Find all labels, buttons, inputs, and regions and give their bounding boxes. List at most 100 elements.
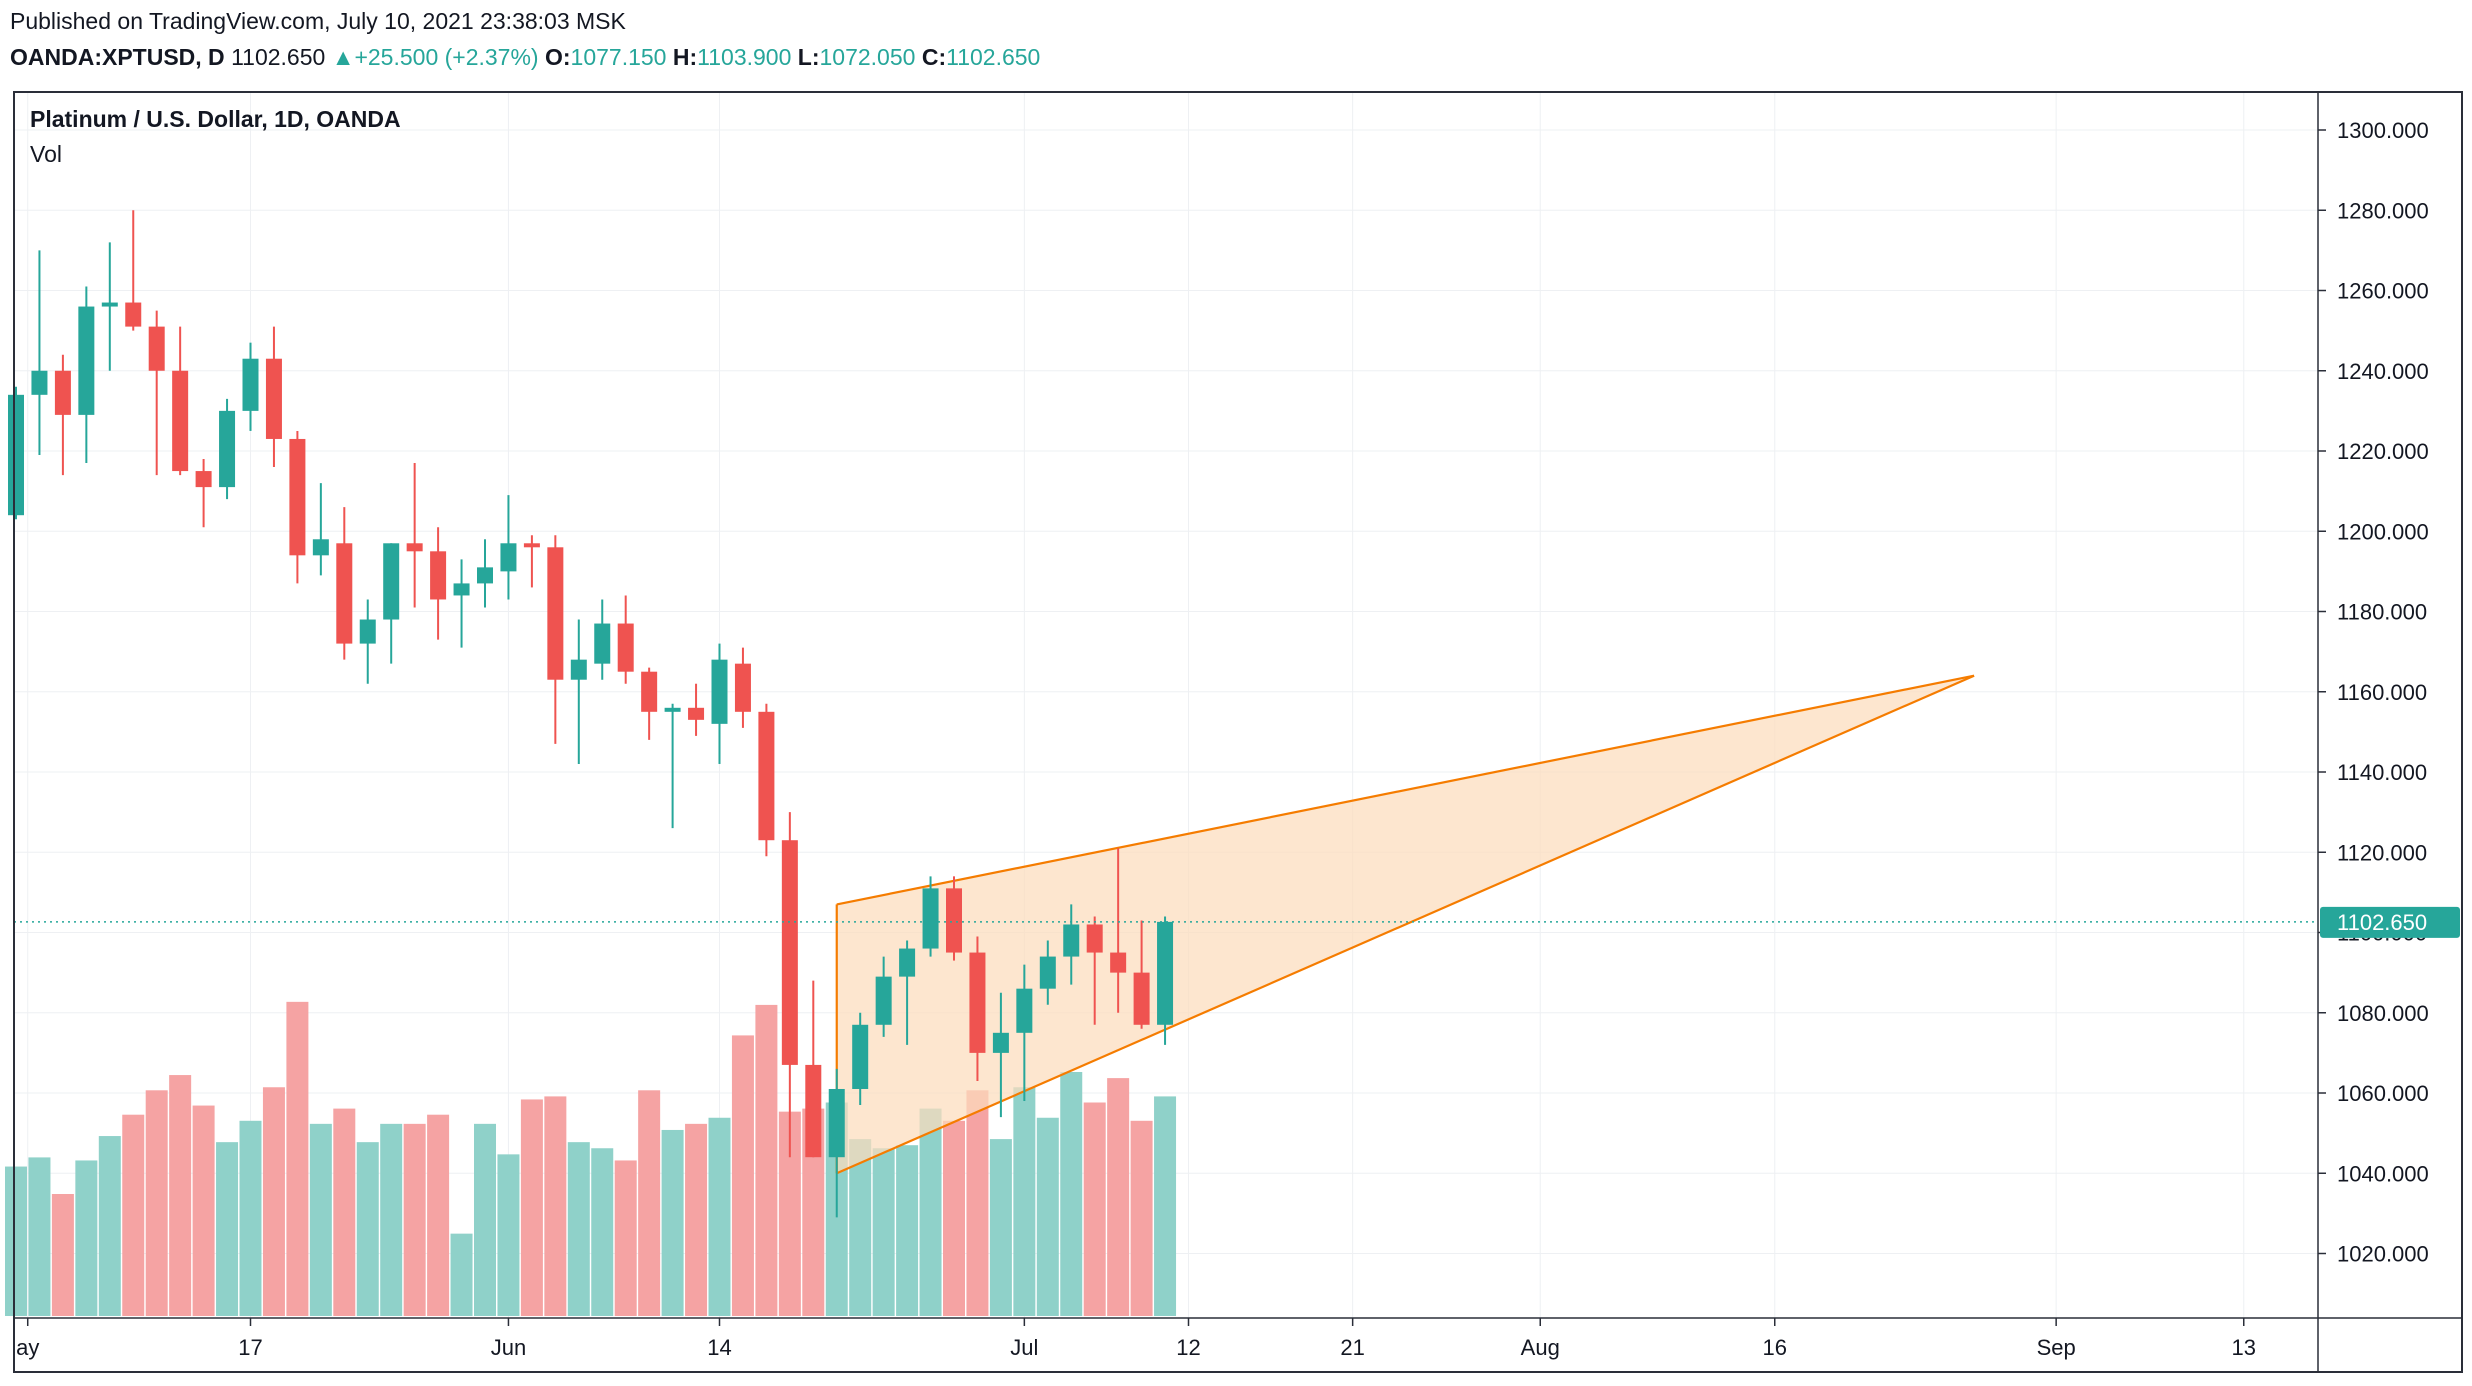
volume-bar: [1130, 1120, 1153, 1316]
candle-body: [1110, 952, 1127, 973]
volume-bar: [122, 1114, 145, 1316]
volume-bar: [1083, 1102, 1106, 1316]
volume-bar: [145, 1090, 168, 1316]
candle-body: [195, 471, 212, 488]
last-price-tag-label: 1102.650: [2337, 910, 2427, 935]
volume-bar: [403, 1123, 426, 1316]
volume-bar: [614, 1160, 637, 1316]
candle-body: [312, 539, 329, 556]
volume-bars: [5, 1001, 1177, 1316]
candle-body: [1133, 972, 1150, 1025]
close-value: 1102.650: [946, 44, 1041, 70]
volume-bar: [497, 1154, 520, 1316]
volume-bar: [567, 1142, 590, 1316]
chart-title: Platinum / U.S. Dollar, 1D, OANDA: [30, 106, 401, 132]
price-tick-label: 1020.000: [2337, 1242, 2429, 1267]
candle-body: [31, 370, 48, 395]
price-tick-label: 1300.000: [2337, 118, 2429, 143]
volume-indicator-label: Vol: [30, 141, 62, 167]
volume-bar: [872, 1148, 895, 1316]
outer-border: [13, 91, 2463, 1373]
volume-bar: [544, 1096, 567, 1316]
volume-bar: [309, 1123, 332, 1316]
price-change: +25.500 (+2.37%): [354, 44, 539, 70]
candle-body: [289, 438, 306, 556]
volume-bar: [1060, 1072, 1083, 1316]
last-price-tag: [2320, 906, 2460, 938]
candle-body: [523, 543, 540, 548]
volume-bar: [427, 1114, 450, 1316]
volume-bar: [708, 1117, 731, 1316]
low-value: 1072.050: [819, 44, 916, 70]
volume-bar: [450, 1233, 473, 1316]
time-tick-label: 21: [1340, 1335, 1364, 1360]
candle-body: [477, 567, 493, 584]
candles: [8, 210, 1174, 1218]
candle-body: [875, 976, 892, 1025]
volume-bar: [685, 1123, 708, 1316]
price-axis[interactable]: 1020.0001040.0001060.0001080.0001100.000…: [2318, 118, 2460, 1267]
candle-body: [734, 663, 751, 712]
candle-body: [1086, 924, 1103, 953]
volume-bar: [333, 1108, 356, 1316]
volume-bar: [943, 1120, 965, 1316]
candle-body: [1016, 988, 1033, 1033]
price-tick-label: 1040.000: [2337, 1161, 2429, 1186]
candle-body: [1063, 924, 1080, 957]
high-label: H:: [672, 44, 698, 70]
candle-body: [172, 370, 189, 472]
candle-body: [219, 410, 236, 488]
rising-wedge-drawing[interactable]: [835, 674, 1975, 1175]
volume-bar: [216, 1142, 239, 1316]
symbol-ohlc-line: OANDA:XPTUSD, D 1102.650 ▲+25.500 (+2.37…: [10, 44, 1040, 71]
close-label: C:: [921, 44, 947, 70]
volume-bar: [755, 1004, 778, 1316]
last-price: 1102.650: [231, 44, 326, 70]
candle-body: [758, 711, 775, 841]
price-tick-label: 1140.000: [2337, 760, 2427, 785]
high-value: 1103.900: [697, 44, 792, 70]
volume-bar: [731, 1035, 754, 1316]
volume-bar: [356, 1142, 379, 1316]
candle-body: [125, 302, 142, 327]
volume-bar: [1013, 1087, 1036, 1316]
candle-body: [805, 1064, 822, 1158]
wedge-upper-line: [836, 674, 1975, 906]
volume-bar: [896, 1145, 919, 1316]
price-tick-label: 1220.000: [2337, 439, 2429, 464]
open-value: 1077.150: [570, 44, 667, 70]
time-axis[interactable]: ay 17 Jun 14 Jul 12 21 Aug 16 Sep 13: [16, 1318, 2256, 1360]
time-tick-label: 14: [707, 1335, 731, 1360]
time-tick-label: ay: [16, 1335, 39, 1360]
candle-body: [570, 659, 587, 680]
volume-bar: [474, 1123, 496, 1316]
volume-bar: [919, 1108, 942, 1316]
price-tick-label: 1260.000: [2337, 279, 2429, 304]
symbol-name: OANDA:XPTUSD, D: [10, 44, 225, 70]
chart-frame: [13, 91, 2463, 1373]
candle-body: [500, 543, 517, 572]
candle-body: [781, 840, 798, 1065]
price-tick-label: 1060.000: [2337, 1081, 2429, 1106]
candle-body: [922, 888, 939, 949]
price-tick-label: 1280.000: [2337, 198, 2429, 223]
candle-body: [101, 302, 118, 307]
candle-body: [852, 1024, 869, 1089]
candle-body: [78, 306, 95, 415]
candle-body: [899, 948, 916, 977]
open-label: O:: [544, 44, 571, 70]
price-tick-label: 1180.000: [2337, 600, 2427, 625]
volume-bar: [5, 1166, 27, 1316]
volume-bar: [192, 1105, 215, 1316]
candle-body: [336, 543, 353, 644]
volume-bar: [239, 1120, 262, 1316]
candle-body: [828, 1088, 845, 1158]
candle-body: [453, 583, 470, 596]
candle-body: [617, 623, 634, 672]
volume-bar: [1154, 1096, 1177, 1316]
candle-body: [969, 952, 986, 1053]
volume-bar: [638, 1090, 661, 1316]
time-tick-label: Jun: [491, 1335, 526, 1360]
volume-bar: [1036, 1117, 1059, 1316]
